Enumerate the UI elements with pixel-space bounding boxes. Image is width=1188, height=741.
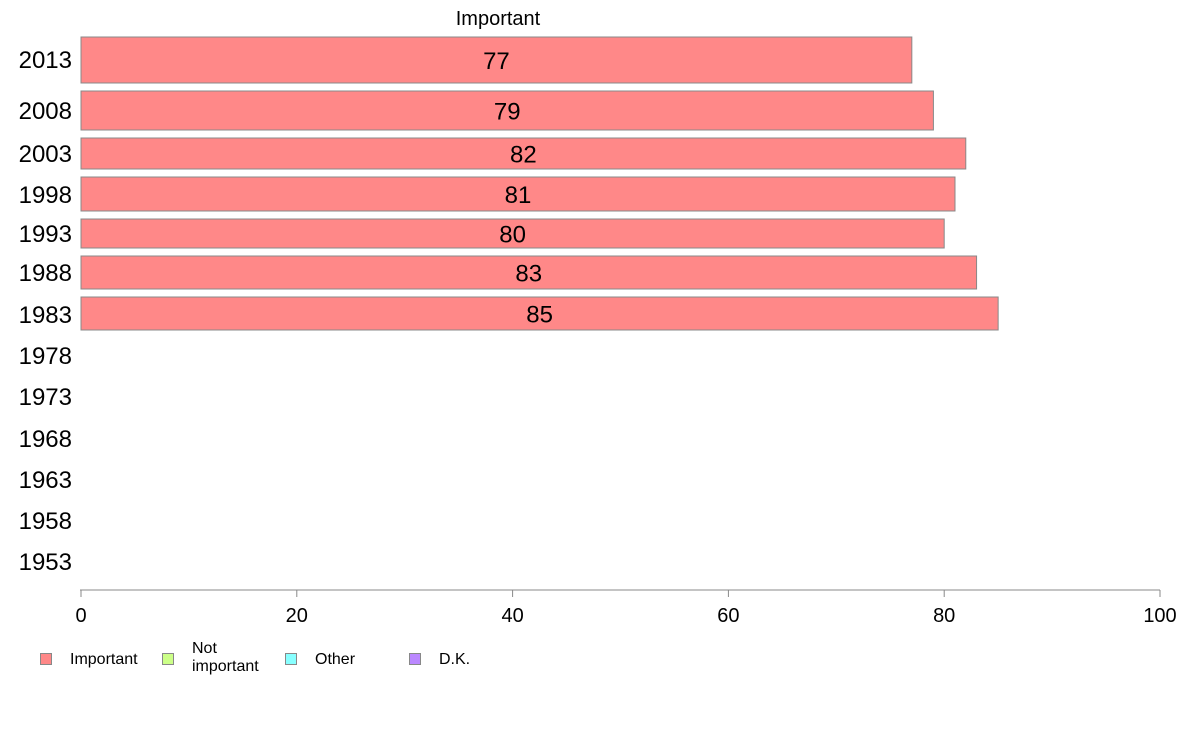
bar bbox=[80, 137, 967, 170]
bar bbox=[80, 36, 913, 84]
bars-layer: 77 79 82 81 80 83 85 bbox=[80, 36, 999, 331]
legend-swatch-other bbox=[285, 653, 297, 665]
y-tick-label: 2003 bbox=[19, 141, 72, 168]
y-tick-label: 1978 bbox=[19, 343, 72, 370]
y-tick-label: 1988 bbox=[19, 260, 72, 287]
x-tick-label: 20 bbox=[286, 605, 308, 627]
bar bbox=[80, 176, 956, 212]
y-axis-labels: 2013 2008 2003 1998 1993 1988 1983 1978 1973 1968… bbox=[19, 47, 72, 576]
bar-value-label: 83 bbox=[515, 261, 542, 288]
chart-title: Important bbox=[456, 8, 541, 30]
x-tick-label: 60 bbox=[717, 605, 739, 627]
bar bbox=[80, 296, 999, 331]
y-tick-label: 1998 bbox=[19, 182, 72, 209]
y-tick-label: 1983 bbox=[19, 302, 72, 329]
y-tick-label: 2013 bbox=[19, 47, 72, 74]
legend-label-not-important: Not important bbox=[192, 640, 259, 675]
bar bbox=[80, 90, 934, 131]
y-tick-label: 1973 bbox=[19, 384, 72, 411]
bar-value-label: 85 bbox=[526, 302, 553, 329]
y-tick-label: 1993 bbox=[19, 221, 72, 248]
legend-swatch-dk bbox=[409, 653, 421, 665]
bar bbox=[80, 255, 978, 290]
legend: Important Not important Other D.K. bbox=[40, 640, 740, 684]
y-tick-label: 1968 bbox=[19, 426, 72, 453]
y-tick-label: 1958 bbox=[19, 508, 72, 535]
legend-label-important: Important bbox=[70, 651, 138, 668]
legend-label-dk: D.K. bbox=[439, 651, 471, 668]
x-tick-label: 0 bbox=[75, 605, 86, 627]
bar-value-label: 82 bbox=[510, 142, 537, 169]
bar-value-label: 81 bbox=[505, 182, 532, 209]
y-tick-label: 1953 bbox=[19, 549, 72, 576]
x-tick-label: 80 bbox=[933, 605, 955, 627]
x-tick-label: 40 bbox=[501, 605, 523, 627]
legend-swatch-important bbox=[40, 653, 52, 665]
bar-value-label: 79 bbox=[494, 99, 521, 126]
legend-swatch-not-important bbox=[162, 653, 174, 665]
legend-label-other: Other bbox=[315, 651, 356, 668]
bar-value-label: 80 bbox=[499, 222, 526, 249]
bar-value-label: 77 bbox=[483, 48, 510, 75]
bar bbox=[80, 218, 945, 249]
x-axis: 0 20 40 60 80 100 bbox=[75, 589, 1177, 627]
y-tick-label: 2008 bbox=[19, 98, 72, 125]
x-tick-label: 100 bbox=[1143, 605, 1176, 627]
y-tick-label: 1963 bbox=[19, 467, 72, 494]
